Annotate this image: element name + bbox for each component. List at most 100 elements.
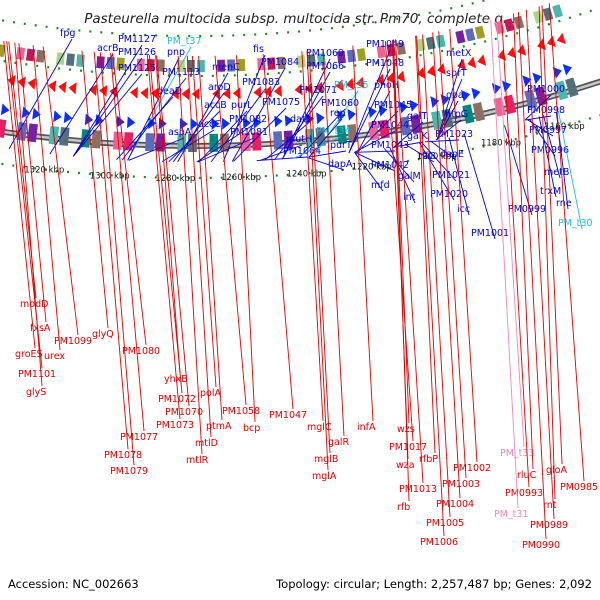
forward-leader-pm1045 xyxy=(357,110,399,153)
reverse-leader-pm1017 xyxy=(384,40,414,442)
forward-gene-label-icc: icc xyxy=(457,204,470,215)
reverse-gene-label-urex: urex xyxy=(44,351,65,362)
forward-leader-pm1083 xyxy=(210,87,267,163)
forward-leader-pm1069 xyxy=(281,58,331,160)
forward-feature-block xyxy=(462,104,475,124)
reverse-gene-arrow xyxy=(150,87,159,100)
reverse-gene-arrow xyxy=(386,72,395,85)
forward-leader-trxm xyxy=(538,116,557,198)
reverse-gene-label-pm1101: PM1101 xyxy=(18,369,56,380)
reverse-leader-pm1079 xyxy=(99,52,135,466)
reverse-leader-groes xyxy=(3,40,36,349)
forward-gene-label-int: int xyxy=(403,192,416,203)
reverse-gene-label-pm1013: PM1013 xyxy=(399,484,437,495)
forward-gene-label-accb: accB xyxy=(204,100,227,111)
forward-leader-arod xyxy=(172,92,225,163)
reverse-gene-label-pm1070: PM1070 xyxy=(165,407,203,418)
reverse-feature-block xyxy=(96,56,105,69)
reverse-feature-block xyxy=(267,57,276,70)
forward-gene-label-pm1083: PM1083 xyxy=(242,77,280,88)
reverse-leader-infa xyxy=(352,45,374,422)
forward-gene-label-pm1064: PM1064 xyxy=(283,146,321,157)
forward-gene-label-pm0998: PM0998 xyxy=(527,105,565,116)
reverse-gene-arrow xyxy=(556,32,566,45)
forward-gene-label-mfd: mfd xyxy=(371,180,390,191)
forward-gene-label-htpg: htpG xyxy=(445,109,468,120)
reverse-feature-block xyxy=(136,58,145,71)
reverse-leader-pm1047 xyxy=(262,54,294,410)
reverse-feature-block xyxy=(106,56,115,70)
forward-gene-arrow xyxy=(63,111,73,124)
forward-gene-label-opa: opa xyxy=(446,90,464,101)
forward-gene-arrow xyxy=(552,66,562,79)
forward-gene-label-pm1049: PM1049 xyxy=(366,39,404,50)
forward-gene-arrow xyxy=(274,115,283,128)
reverse-feature-block xyxy=(552,4,564,19)
reverse-feature-block xyxy=(217,59,226,72)
forward-gene-arrow xyxy=(502,80,512,93)
forward-gene-label-rep: rep xyxy=(330,108,346,119)
reverse-gene-arrow xyxy=(546,35,557,48)
reverse-gene-label-pm1072: PM1072 xyxy=(158,394,196,405)
forward-leader-pm1023 xyxy=(424,139,460,143)
forward-feature-block xyxy=(410,114,422,134)
forward-leader-accc xyxy=(161,129,215,162)
forward-feature-block xyxy=(399,116,412,136)
forward-gene-label-pm1113: PM1113 xyxy=(162,67,200,78)
reverse-leader-mtld xyxy=(186,55,212,438)
reverse-leader-pm1080 xyxy=(112,53,147,346)
reverse-gene-arrow xyxy=(457,58,466,71)
forward-leader-pm1043 xyxy=(354,150,396,153)
reverse-gene-arrow xyxy=(416,66,426,79)
reverse-gene-label-pm1017: PM1017 xyxy=(389,442,427,453)
reverse-gene-arrow xyxy=(48,80,57,93)
forward-leader-phoh xyxy=(357,90,391,153)
forward-leader-pnp xyxy=(127,57,180,161)
forward-feature-block xyxy=(145,133,155,152)
reverse-gene-arrow xyxy=(181,87,190,100)
reverse-gene-label-mglc: mglC xyxy=(307,422,332,433)
reverse-gene-arrow xyxy=(88,84,98,97)
forward-gene-label-dead: deaD xyxy=(157,86,182,97)
forward-leader-pm1000 xyxy=(524,94,552,121)
forward-leader-purt xyxy=(308,150,347,158)
reverse-gene-label-pm-t33: PM_t33 xyxy=(500,448,535,459)
reverse-leader-urex xyxy=(32,45,61,351)
forward-feature-block xyxy=(0,119,7,138)
forward-feature-block xyxy=(112,131,123,150)
reverse-leader-pm1078 xyxy=(93,51,129,450)
kbp-tick-label: 1200 kbp xyxy=(417,152,457,162)
forward-leader-pm1071 xyxy=(274,95,324,160)
forward-gene-label-pm-t30: PM_t30 xyxy=(558,218,593,229)
forward-feature-block xyxy=(554,80,569,101)
forward-leader-fpg xyxy=(8,38,73,150)
reverse-gene-arrow xyxy=(426,65,436,77)
forward-leader-pm1042 xyxy=(354,151,396,172)
dotted-scale-ring-innermost xyxy=(0,0,491,38)
reverse-gene-label-galr: galR xyxy=(328,437,349,448)
reverse-gene-arrow xyxy=(253,86,262,99)
reverse-feature-block xyxy=(435,34,446,48)
forward-gene-label-accc: accC xyxy=(198,119,221,130)
reverse-leader-pm0989 xyxy=(525,9,555,520)
reverse-gene-label-pm1047: PM1047 xyxy=(269,410,307,421)
forward-leader-pm1049 xyxy=(348,49,391,154)
reverse-leader-pm1077 xyxy=(110,53,145,432)
reverse-feature-block xyxy=(346,49,357,63)
reverse-gene-label-glys: glyS xyxy=(26,387,46,398)
forward-leader-galk xyxy=(394,141,424,148)
forward-gene-label-pm1044: PM1044 xyxy=(371,120,409,131)
forward-gene-label-rffg: rffG xyxy=(418,151,436,162)
forward-feature-block xyxy=(209,133,219,152)
forward-leader-galt xyxy=(393,121,424,148)
reverse-leader-pm1073 xyxy=(146,55,181,420)
dotted-scale-ring-outer xyxy=(0,114,600,180)
reverse-feature-block xyxy=(156,59,165,72)
forward-gene-arrow xyxy=(399,101,409,114)
forward-leader-pm1044 xyxy=(354,130,396,153)
forward-leader-aspa xyxy=(128,137,185,161)
reverse-feature-block xyxy=(237,58,246,72)
reverse-feature-block xyxy=(66,53,75,67)
